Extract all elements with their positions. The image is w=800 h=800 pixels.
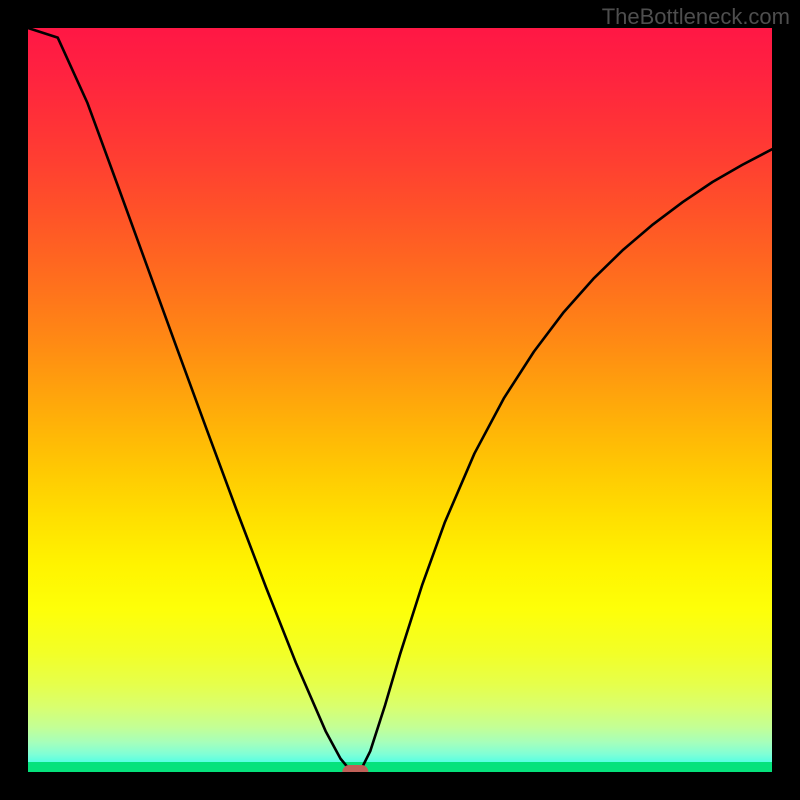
green-strip	[28, 762, 772, 772]
gradient-background	[28, 28, 772, 772]
chart-container: TheBottleneck.com	[0, 0, 800, 800]
bottleneck-chart-svg	[0, 0, 800, 800]
plot-area	[28, 28, 772, 779]
watermark-text: TheBottleneck.com	[602, 4, 790, 30]
